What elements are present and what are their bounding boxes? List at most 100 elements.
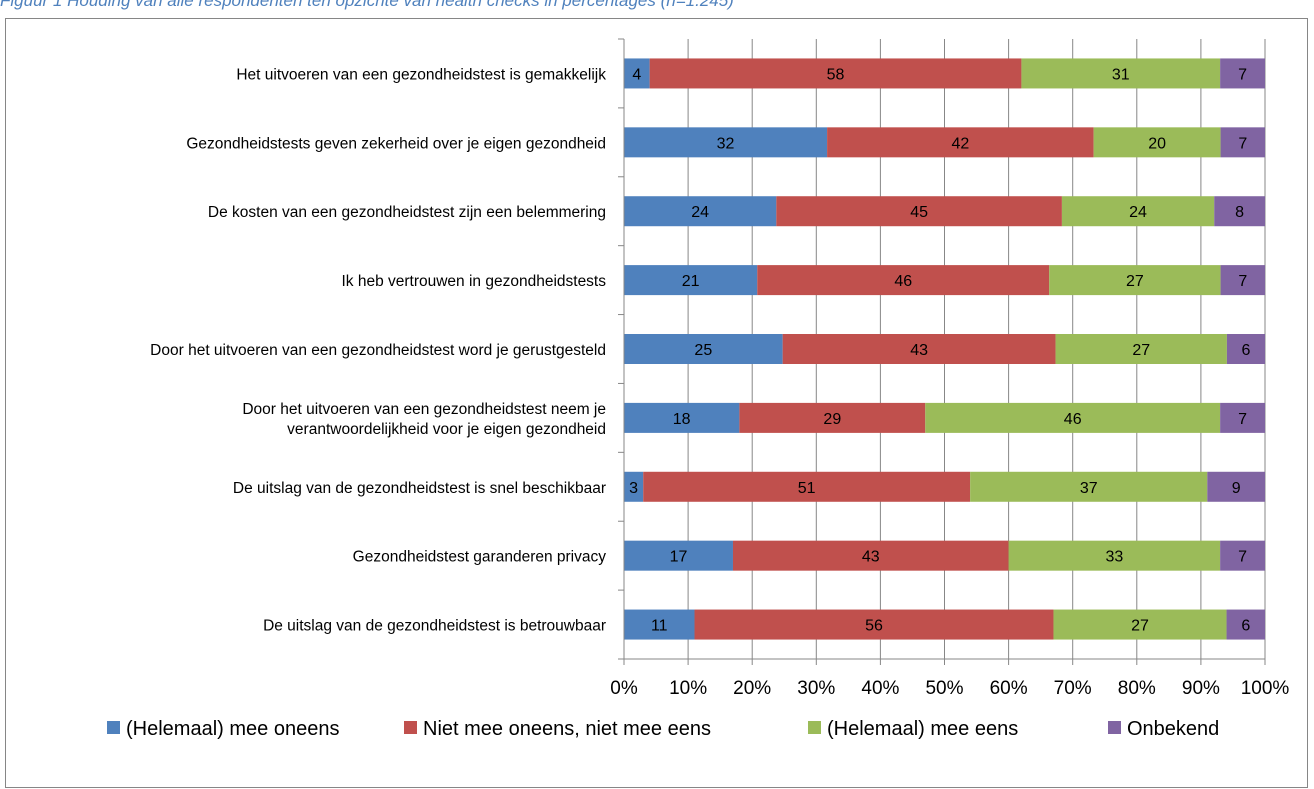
axes xyxy=(618,38,1266,665)
category-label: Gezondheidstest garanderen privacy xyxy=(353,549,607,566)
x-tick-label: 50% xyxy=(925,678,963,699)
category-label: verantwoordelijkheid voor je eigen gezon… xyxy=(287,421,606,438)
data-label: 58 xyxy=(827,66,845,83)
bar-segment xyxy=(1220,58,1265,89)
bar-segment xyxy=(782,334,1056,364)
data-label: 7 xyxy=(1238,66,1247,83)
bar-segment xyxy=(1093,127,1221,158)
data-label: 7 xyxy=(1238,549,1247,566)
x-tick-label: 80% xyxy=(1118,678,1156,699)
bar-segment xyxy=(1220,127,1265,158)
x-tick-label: 70% xyxy=(1054,678,1092,699)
bar-segment xyxy=(827,127,1094,158)
data-label: 32 xyxy=(717,135,735,152)
stacked-bar-chart: 4 58 31 732 42 20 724 45 24 821 46 27 725 43 27 618 29 46… xyxy=(107,38,1289,740)
data-label: 4 xyxy=(632,66,641,83)
bar-segment xyxy=(776,196,1062,227)
legend-label: Onbekend xyxy=(1127,718,1219,740)
x-tick-label: 90% xyxy=(1182,678,1220,699)
data-label: 33 xyxy=(1105,549,1123,566)
data-label: 27 xyxy=(1131,618,1149,635)
data-label: 24 xyxy=(691,204,709,221)
data-label: 24 xyxy=(1129,204,1147,221)
data-label: 18 xyxy=(673,411,691,428)
data-label: 37 xyxy=(1080,480,1098,497)
bar-segment xyxy=(970,471,1208,502)
x-tick-label: 60% xyxy=(990,678,1028,699)
category-label: De uitslag van de gezondheidstest is sne… xyxy=(233,480,606,497)
x-tick-label: 100% xyxy=(1241,678,1290,699)
x-tick-label: 30% xyxy=(797,678,835,699)
bar-segment xyxy=(624,196,777,227)
bar-segment xyxy=(624,127,828,158)
category-label: Door het uitvoeren van een gezondheidste… xyxy=(242,401,606,418)
bar-segment xyxy=(624,540,733,571)
data-label: 46 xyxy=(1064,411,1082,428)
x-tick-label: 0% xyxy=(610,678,638,699)
bar-segment xyxy=(694,609,1054,640)
bar-segment xyxy=(624,265,758,296)
bar-segment xyxy=(624,609,695,640)
bar-segment xyxy=(624,402,740,433)
category-label: Het uitvoeren van een gezondheidstest is… xyxy=(236,66,606,83)
data-label: 51 xyxy=(798,480,816,497)
legend: (Helemaal) mee oneens Niet mee oneens, ni… xyxy=(107,718,1219,740)
data-label: 20 xyxy=(1148,135,1166,152)
data-label: 17 xyxy=(670,549,688,566)
bar-segment xyxy=(1049,265,1221,296)
bar-segment xyxy=(1008,540,1221,571)
data-label: 43 xyxy=(862,549,880,566)
data-label: 7 xyxy=(1238,411,1247,428)
bar-segment xyxy=(757,265,1050,296)
bar-segment xyxy=(624,58,650,89)
category-label: De uitslag van de gezondheidstest is bet… xyxy=(263,618,606,635)
data-label: 29 xyxy=(823,411,841,428)
data-label: 43 xyxy=(910,342,928,359)
bar-segment xyxy=(1220,540,1265,571)
legend-label: (Helemaal) mee oneens xyxy=(126,718,339,740)
data-label: 31 xyxy=(1112,66,1130,83)
data-label: 42 xyxy=(951,135,969,152)
data-label: 21 xyxy=(682,273,700,290)
category-label: Door het uitvoeren van een gezondheidste… xyxy=(150,342,606,359)
data-label: 46 xyxy=(894,273,912,290)
data-label: 56 xyxy=(865,618,883,635)
bar-segment xyxy=(649,58,1022,89)
bar-segment xyxy=(732,540,1009,571)
bar-segment xyxy=(1055,334,1227,364)
bar-segment xyxy=(1226,609,1265,640)
data-label: 9 xyxy=(1232,480,1241,497)
category-labels: Het uitvoeren van een gezondheidstest is… xyxy=(150,66,606,634)
x-tick-label: 40% xyxy=(861,678,899,699)
bar-series: 4 58 31 732 42 20 724 45 24 821 46 27 725 43 27 618 29 46… xyxy=(624,58,1265,640)
legend-swatch xyxy=(404,721,417,734)
category-label: Gezondheidstests geven zekerheid over je… xyxy=(186,135,606,152)
category-label: Ik heb vertrouwen in gezondheidstests xyxy=(341,273,606,290)
bar-segment xyxy=(1220,402,1265,433)
legend-label: Niet mee oneens, niet mee eens xyxy=(423,718,711,740)
x-tick-label: 10% xyxy=(669,678,707,699)
data-label: 27 xyxy=(1132,342,1150,359)
x-tick-labels: 0% 10% 20% 30% 40% 50% 60% 70% 80% 90% 100% xyxy=(610,678,1289,699)
bar-segment xyxy=(1214,196,1265,227)
data-label: 25 xyxy=(694,342,712,359)
bar-segment xyxy=(624,334,783,364)
bar-segment xyxy=(1021,58,1221,89)
data-label: 27 xyxy=(1126,273,1144,290)
legend-swatch xyxy=(808,721,821,734)
data-label: 7 xyxy=(1238,135,1247,152)
data-label: 3 xyxy=(629,480,638,497)
bar-segment xyxy=(1226,334,1265,364)
category-label: De kosten van een gezondheidstest zijn e… xyxy=(208,204,606,221)
bar-segment xyxy=(925,402,1221,433)
data-label: 11 xyxy=(651,618,668,635)
legend-swatch xyxy=(1108,721,1121,734)
bar-segment xyxy=(739,402,926,433)
bar-segment xyxy=(624,471,644,502)
legend-swatch xyxy=(107,721,120,734)
data-label: 7 xyxy=(1238,273,1247,290)
bar-segment xyxy=(1053,609,1227,640)
x-tick-label: 20% xyxy=(733,678,771,699)
chart-frame: 4 58 31 7 32 42 20 7 24 45 24 8 21 46 27 7 25 43 27 6 18 29 46… xyxy=(5,18,1308,788)
bar-segment xyxy=(643,471,971,502)
